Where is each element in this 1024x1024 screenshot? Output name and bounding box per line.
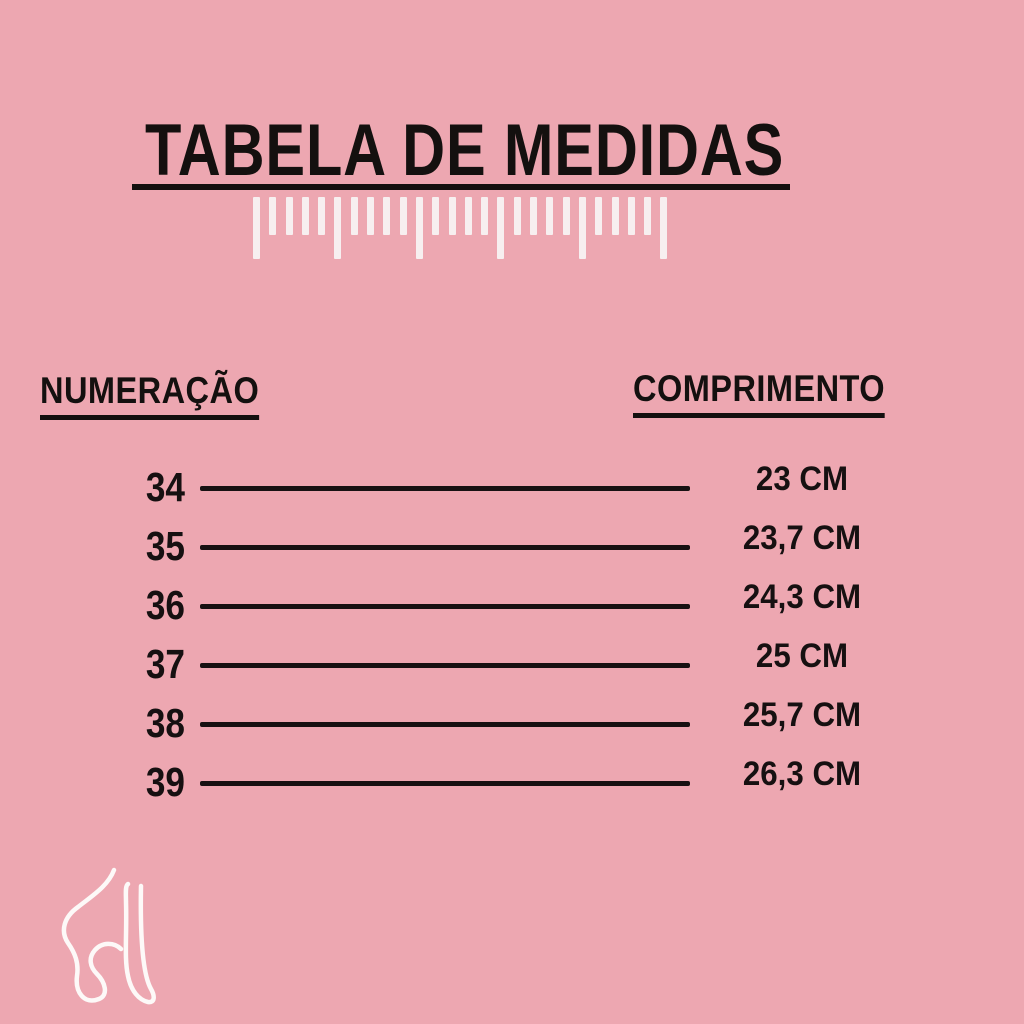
ruler-tick — [546, 197, 554, 235]
ruler-tick — [513, 197, 521, 235]
ruler-tick — [660, 197, 668, 259]
size-label: 35 — [145, 524, 185, 570]
ruler-tick — [530, 197, 538, 235]
ruler-tick — [350, 197, 358, 235]
ruler-tick — [562, 197, 570, 235]
row-connector-line — [200, 781, 690, 786]
ruler-icon — [253, 197, 673, 261]
table-row: 36 24,3 CM — [0, 577, 1024, 636]
ruler-tick — [595, 197, 603, 235]
feet-icon — [61, 867, 156, 1005]
ruler-tick — [301, 197, 309, 235]
ruler-tick — [578, 197, 586, 259]
length-value: 26,3 CM — [742, 754, 862, 794]
ruler-tick — [383, 197, 391, 235]
ruler-tick — [399, 197, 407, 235]
column-header-comprimento: COMPRIMENTO — [633, 368, 886, 418]
size-table: 34 23 CM 35 23,7 CM 36 24,3 CM 37 25 CM 38 25,7 C… — [0, 459, 1024, 813]
ruler-tick — [627, 197, 635, 235]
ruler-tick — [415, 197, 423, 259]
column-header-numeracao: NUMERAÇÃO — [40, 370, 260, 420]
row-connector-line — [200, 722, 690, 727]
ruler-tick — [334, 197, 342, 259]
size-label: 39 — [145, 760, 185, 806]
ruler-tick — [448, 197, 456, 235]
ruler-tick — [367, 197, 375, 235]
row-connector-line — [200, 663, 690, 668]
ruler-tick — [464, 197, 472, 235]
ruler-tick — [269, 197, 277, 235]
page-title: TABELA DE MEDIDAS — [145, 109, 785, 191]
size-label: 36 — [145, 583, 185, 629]
table-row: 38 25,7 CM — [0, 695, 1024, 754]
title-underline — [132, 184, 790, 190]
ruler-tick — [285, 197, 293, 235]
row-connector-line — [200, 486, 690, 491]
length-value: 25,7 CM — [742, 695, 862, 735]
length-value: 23,7 CM — [742, 518, 862, 558]
table-row: 34 23 CM — [0, 459, 1024, 518]
row-connector-line — [200, 604, 690, 609]
ruler-tick — [644, 197, 652, 235]
ruler-tick — [611, 197, 619, 235]
length-value: 23 CM — [755, 459, 849, 499]
size-label: 38 — [145, 701, 185, 747]
size-label: 37 — [145, 642, 185, 688]
table-row: 37 25 CM — [0, 636, 1024, 695]
ruler-tick — [318, 197, 326, 235]
table-row: 39 26,3 CM — [0, 754, 1024, 813]
length-value: 25 CM — [755, 636, 849, 676]
ruler-tick — [481, 197, 489, 235]
table-row: 35 23,7 CM — [0, 518, 1024, 577]
row-connector-line — [200, 545, 690, 550]
ruler-tick — [253, 197, 260, 259]
ruler-tick — [497, 197, 505, 259]
ruler-tick — [432, 197, 440, 235]
length-value: 24,3 CM — [742, 577, 862, 617]
size-label: 34 — [145, 465, 185, 511]
